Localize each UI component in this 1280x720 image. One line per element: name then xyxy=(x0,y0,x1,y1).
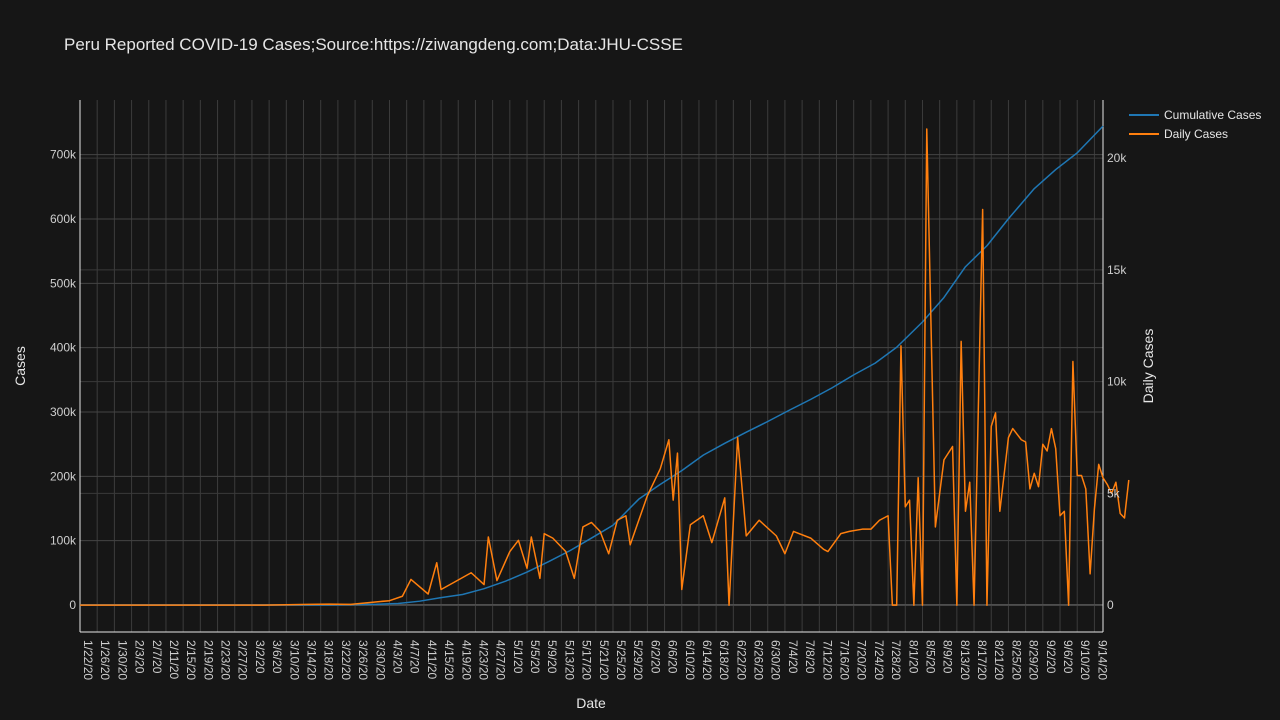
x-tick-label: 7/8/20 xyxy=(803,640,817,674)
y-tick-label: 100k xyxy=(50,534,77,548)
y-tick-label: 200k xyxy=(50,469,77,483)
x-tick-label: 7/20/20 xyxy=(855,640,869,680)
x-tick-label: 4/27/20 xyxy=(494,640,508,680)
x-tick-label: 4/23/20 xyxy=(476,640,490,680)
y2-tick-label: 5k xyxy=(1107,486,1121,500)
x-tick-label: 7/16/20 xyxy=(838,640,852,680)
x-tick-label: 4/15/20 xyxy=(442,640,456,680)
y2-tick-label: 20k xyxy=(1107,151,1127,165)
y-tick-label: 600k xyxy=(50,212,77,226)
x-tick-label: 4/3/20 xyxy=(390,640,404,674)
x-tick-label: 7/28/20 xyxy=(889,640,903,680)
x-tick-label: 9/2/20 xyxy=(1044,640,1058,674)
x-tick-label: 1/22/20 xyxy=(81,640,95,680)
x-tick-label: 2/27/20 xyxy=(236,640,250,680)
x-tick-label: 5/29/20 xyxy=(631,640,645,680)
x-tick-label: 5/1/20 xyxy=(511,640,525,674)
y-tick-label: 500k xyxy=(50,276,77,290)
x-tick-label: 8/13/20 xyxy=(958,640,972,680)
y-axis-right: 0 5k 10k 15k 20k xyxy=(1107,151,1127,612)
y-axis-title: Cases xyxy=(12,346,28,386)
x-tick-label: 6/6/20 xyxy=(666,640,680,674)
x-tick-label: 3/26/20 xyxy=(356,640,370,680)
x-tick-label: 2/23/20 xyxy=(219,640,233,680)
x-tick-label: 6/2/20 xyxy=(648,640,662,674)
x-tick-label: 7/12/20 xyxy=(820,640,834,680)
x-tick-label: 3/2/20 xyxy=(253,640,267,674)
x-tick-label: 2/19/20 xyxy=(201,640,215,680)
x-tick-label: 6/30/20 xyxy=(769,640,783,680)
x-tick-label: 5/13/20 xyxy=(562,640,576,680)
y2-tick-label: 0 xyxy=(1107,598,1114,612)
x-tick-label: 9/14/20 xyxy=(1095,640,1109,680)
y-tick-label: 700k xyxy=(50,148,77,162)
y-tick-label: 0 xyxy=(69,598,76,612)
legend-label: Cumulative Cases xyxy=(1164,108,1261,122)
legend: Cumulative Cases Daily Cases xyxy=(1129,108,1261,141)
x-tick-label: 6/18/20 xyxy=(717,640,731,680)
x-tick-label: 7/4/20 xyxy=(786,640,800,674)
x-tick-label: 2/7/20 xyxy=(150,640,164,674)
x-tick-label: 3/6/20 xyxy=(270,640,284,674)
x-tick-label: 3/10/20 xyxy=(287,640,301,680)
x-tick-label: 4/11/20 xyxy=(425,640,439,679)
y2-tick-label: 10k xyxy=(1107,375,1127,389)
y-tick-label: 300k xyxy=(50,405,77,419)
grid xyxy=(79,100,1104,633)
x-tick-label: 8/29/20 xyxy=(1027,640,1041,680)
x-tick-label: 3/30/20 xyxy=(373,640,387,680)
y-tick-label: 400k xyxy=(50,341,77,355)
x-tick-label: 1/26/20 xyxy=(98,640,112,680)
x-tick-label: 8/1/20 xyxy=(906,640,920,674)
chart-title: Peru Reported COVID-19 Cases;Source:http… xyxy=(64,35,683,54)
x-tick-label: 6/14/20 xyxy=(700,640,714,680)
x-tick-label: 3/14/20 xyxy=(305,640,319,680)
legend-label: Daily Cases xyxy=(1164,127,1228,141)
plot-area xyxy=(80,125,1130,606)
x-tick-label: 3/18/20 xyxy=(322,640,336,680)
x-tick-label: 8/21/20 xyxy=(992,640,1006,680)
x-tick-label: 9/6/20 xyxy=(1061,640,1075,674)
x-axis: 1/22/20 1/26/20 1/30/20 2/3/20 2/7/20 2/11/20… xyxy=(81,640,1109,680)
x-tick-label: 5/9/20 xyxy=(545,640,559,674)
x-tick-label: 7/24/20 xyxy=(872,640,886,680)
x-tick-label: 4/7/20 xyxy=(408,640,422,674)
x-tick-label: 3/22/20 xyxy=(339,640,353,680)
x-axis-title: Date xyxy=(576,695,606,711)
x-tick-label: 8/5/20 xyxy=(923,640,937,674)
x-tick-label: 8/17/20 xyxy=(975,640,989,680)
x-tick-label: 2/3/20 xyxy=(133,640,147,674)
y-axis-left: 0 100k 200k 300k 400k 500k 600k 700k xyxy=(50,148,77,612)
y2-axis-title: Daily Cases xyxy=(1140,329,1156,404)
cumulative-cases-line xyxy=(80,125,1104,606)
x-tick-label: 6/26/20 xyxy=(752,640,766,680)
x-tick-label: 9/10/20 xyxy=(1078,640,1092,680)
x-tick-label: 5/17/20 xyxy=(580,640,594,680)
x-tick-label: 1/30/20 xyxy=(115,640,129,680)
x-tick-label: 2/11/20 xyxy=(167,640,181,679)
x-tick-label: 6/22/20 xyxy=(734,640,748,680)
y2-tick-label: 15k xyxy=(1107,263,1127,277)
x-tick-label: 5/25/20 xyxy=(614,640,628,680)
x-tick-label: 4/19/20 xyxy=(459,640,473,680)
x-tick-label: 5/21/20 xyxy=(597,640,611,680)
x-tick-label: 8/9/20 xyxy=(941,640,955,674)
x-tick-label: 2/15/20 xyxy=(184,640,198,680)
x-tick-label: 5/5/20 xyxy=(528,640,542,674)
x-tick-label: 6/10/20 xyxy=(683,640,697,680)
x-tick-label: 8/25/20 xyxy=(1009,640,1023,680)
daily-cases-line xyxy=(80,128,1130,606)
